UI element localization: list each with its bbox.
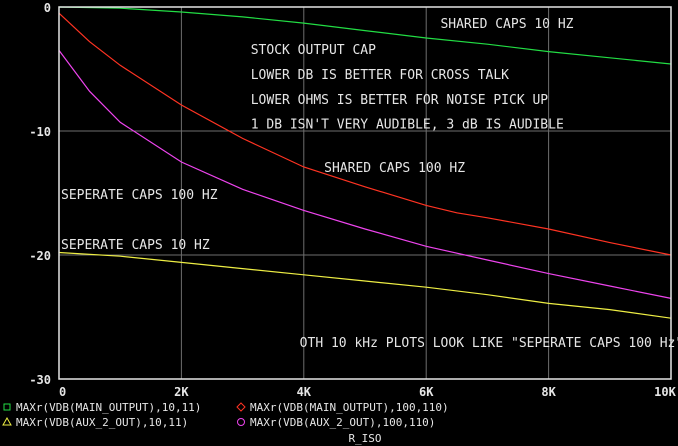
legend-item: MAXr(VDB(MAIN_OUTPUT),100,110) [236, 401, 449, 414]
y-tick-label: -30 [29, 373, 51, 387]
legend-label: MAXr(VDB(AUX_2_OUT),100,110) [250, 416, 435, 429]
square-marker-icon [3, 403, 11, 411]
annotation-text: LOWER DB IS BETTER FOR CROSS TALK [251, 68, 509, 83]
y-tick-label: 0 [44, 1, 51, 15]
y-tick-label: -20 [29, 249, 51, 263]
x-tick-label: 10K [654, 385, 676, 399]
annotation-text: STOCK OUTPUT CAP [251, 43, 376, 58]
annotation-text: SHARED CAPS 10 HZ [440, 17, 573, 32]
legend-label: MAXr(VDB(AUX_2_OUT),10,11) [16, 416, 188, 429]
legend-item: MAXr(VDB(AUX_2_OUT),100,110) [237, 416, 435, 429]
annotation-layer: SHARED CAPS 10 HZ STOCK OUTPUT CAP LOWER D… [61, 17, 678, 351]
legend-label: MAXr(VDB(MAIN_OUTPUT),10,11) [16, 401, 201, 414]
series-line-3 [58, 251, 672, 319]
diamond-marker-icon [236, 402, 246, 412]
grid-layer [59, 7, 671, 379]
x-tick-label: 8K [541, 385, 556, 399]
series-line-4 [58, 50, 672, 299]
triangle-marker-icon [2, 416, 12, 426]
annotation-text: 1 DB ISN'T VERY AUDIBLE, 3 dB IS AUDIBLE [251, 118, 564, 133]
x-tick-label: 2K [174, 385, 189, 399]
legend-label: MAXr(VDB(MAIN_OUTPUT),100,110) [250, 401, 449, 414]
legend: MAXr(VDB(MAIN_OUTPUT),10,11) MAXr(VDB(MAI… [2, 401, 449, 429]
legend-item: MAXr(VDB(AUX_2_OUT),10,11) [2, 416, 188, 429]
x-tick-label: 0 [59, 385, 66, 399]
plot-frame [58, 6, 672, 380]
series-layer [58, 6, 672, 319]
tick-layer: 0 2K 4K 6K 8K 10K 0 -10 -20 -30 [29, 1, 676, 399]
y-tick-label: -10 [29, 125, 51, 139]
annotation-text: LOWER OHMS IS BETTER FOR NOISE PICK UP [251, 93, 549, 108]
annotation-text: SEPERATE CAPS 10 HZ [61, 238, 210, 253]
annotation-text: OTH 10 kHz PLOTS LOOK LIKE "SEPERATE CAP… [300, 336, 678, 351]
x-axis-label: R_ISO [348, 432, 381, 445]
x-tick-label: 6K [419, 385, 434, 399]
series-line-2 [58, 12, 672, 256]
legend-item: MAXr(VDB(MAIN_OUTPUT),10,11) [3, 401, 201, 414]
series-line-1 [58, 6, 672, 65]
x-tick-label: 4K [297, 385, 312, 399]
annotation-text: SEPERATE CAPS 100 HZ [61, 188, 218, 203]
annotation-text: SHARED CAPS 100 HZ [324, 161, 465, 176]
circle-marker-icon [237, 418, 245, 426]
